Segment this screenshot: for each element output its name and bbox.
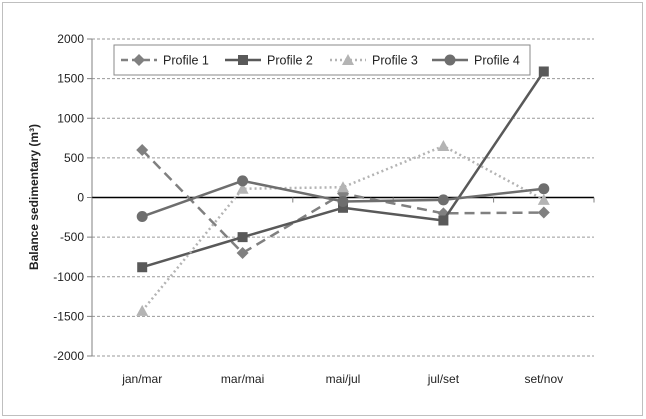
- legend-marker: [444, 54, 456, 66]
- series-line: [141, 70, 545, 269]
- y-tick-label: 2000: [57, 32, 84, 46]
- legend-item: Profile 3: [330, 54, 418, 68]
- x-tick-label: jan/mar: [121, 372, 162, 386]
- data-point: [338, 202, 348, 213]
- legend-marker: [342, 54, 354, 65]
- data-point: [137, 262, 148, 273]
- y-tick-label: 0: [77, 191, 84, 205]
- data-point: [438, 215, 449, 226]
- legend-marker: [238, 55, 248, 65]
- legend-label: Profile 2: [267, 54, 313, 68]
- x-tick-label: mai/jul: [326, 372, 361, 386]
- y-tick-label: -1000: [53, 270, 84, 284]
- data-point: [537, 193, 550, 205]
- legend-item: Profile 2: [225, 54, 313, 68]
- y-tick-label: -500: [60, 230, 84, 244]
- y-axis-label: Balance sedimentary (m³): [27, 124, 41, 270]
- data-point: [237, 175, 249, 187]
- series-group: [136, 66, 550, 316]
- data-point: [236, 246, 249, 259]
- y-tick-label: 1500: [57, 72, 84, 86]
- data-point: [136, 211, 148, 223]
- data-point: [136, 143, 149, 156]
- data-point: [437, 139, 450, 151]
- x-tick-label: mar/mai: [221, 372, 264, 386]
- legend-label: Profile 3: [372, 54, 418, 68]
- x-tick-labels: jan/mar mar/mai mai/jul jul/set set/nov: [121, 372, 563, 386]
- data-point: [537, 206, 550, 219]
- legend-label: Profile 4: [474, 54, 520, 68]
- data-point: [236, 182, 249, 194]
- y-tick-labels: 2000 1500 1000 500 0 -500 -1000 -1500 -2000: [53, 32, 84, 363]
- data-point: [437, 194, 449, 206]
- series-2: [137, 66, 549, 273]
- y-tick-label: -1500: [53, 309, 84, 323]
- data-point: [337, 181, 349, 193]
- series-4: [136, 175, 550, 223]
- x-tick-label: set/nov: [524, 372, 563, 386]
- data-point: [337, 195, 349, 207]
- legend-item: Profile 1: [121, 54, 209, 68]
- data-point: [538, 183, 550, 195]
- y-tick-label: 500: [64, 151, 84, 165]
- series-line: [141, 144, 545, 312]
- x-tick-label: jul/set: [427, 372, 460, 386]
- grid-lines: [92, 38, 594, 357]
- data-point: [237, 232, 248, 243]
- y-tick-label: -2000: [53, 349, 84, 363]
- data-point: [538, 66, 549, 77]
- y-tick-label: 1000: [57, 111, 84, 125]
- legend-item: Profile 4: [432, 54, 520, 68]
- legend-marker: [133, 54, 145, 66]
- legend: Profile 1 Profile 2 Profile 3 Profile 4: [113, 44, 531, 76]
- series-3: [136, 139, 550, 316]
- legend-label: Profile 1: [163, 54, 209, 68]
- data-point: [136, 304, 149, 316]
